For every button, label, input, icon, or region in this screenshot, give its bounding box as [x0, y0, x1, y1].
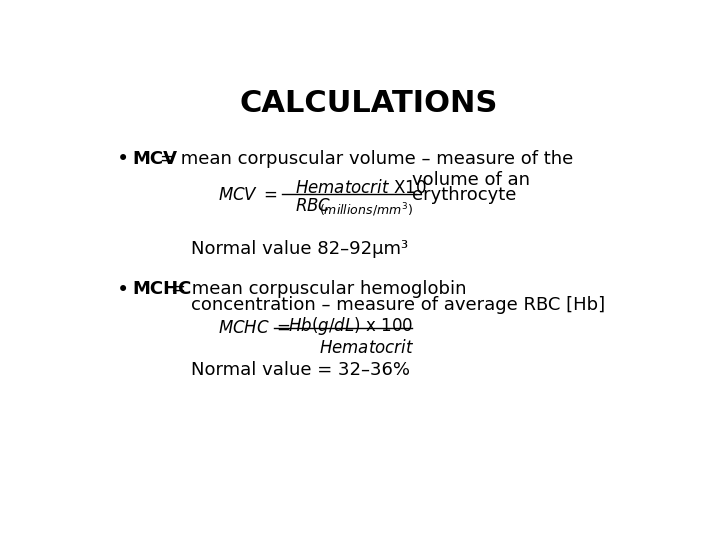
Text: •: •	[117, 150, 130, 170]
Text: CALCULATIONS: CALCULATIONS	[240, 90, 498, 118]
Text: concentration – measure of average RBC [Hb]: concentration – measure of average RBC […	[191, 296, 605, 314]
Text: $\mathit{(millions/mm^3)}$: $\mathit{(millions/mm^3)}$	[319, 202, 413, 219]
Text: MCHC: MCHC	[132, 280, 192, 299]
Text: = mean corpuscular hemoglobin: = mean corpuscular hemoglobin	[171, 280, 467, 299]
Text: volume of an: volume of an	[412, 171, 530, 189]
Text: $\mathit{MCV}\ =$: $\mathit{MCV}\ =$	[218, 186, 278, 205]
Text: $\mathit{Hematocrit}\ \mathrm{X10}$: $\mathit{Hematocrit}\ \mathrm{X10}$	[295, 179, 427, 197]
Text: $\mathit{RBC}$: $\mathit{RBC}$	[295, 197, 332, 215]
Text: $\mathit{Hb(g/dL)\ \mathrm{x}\ 100}$: $\mathit{Hb(g/dL)\ \mathrm{x}\ 100}$	[287, 315, 413, 337]
Text: •: •	[117, 280, 130, 300]
Text: Normal value = 32–36%: Normal value = 32–36%	[191, 361, 410, 379]
Text: $\mathit{MCHC}\ =$: $\mathit{MCHC}\ =$	[218, 319, 291, 337]
Text: = mean corpuscular volume – measure of the: = mean corpuscular volume – measure of t…	[160, 150, 573, 167]
Text: $\mathit{Hematocrit}$: $\mathit{Hematocrit}$	[319, 339, 414, 357]
Text: MCV: MCV	[132, 150, 178, 167]
Text: Normal value 82–92μm³: Normal value 82–92μm³	[191, 240, 408, 258]
Text: erythrocyte: erythrocyte	[412, 186, 516, 205]
